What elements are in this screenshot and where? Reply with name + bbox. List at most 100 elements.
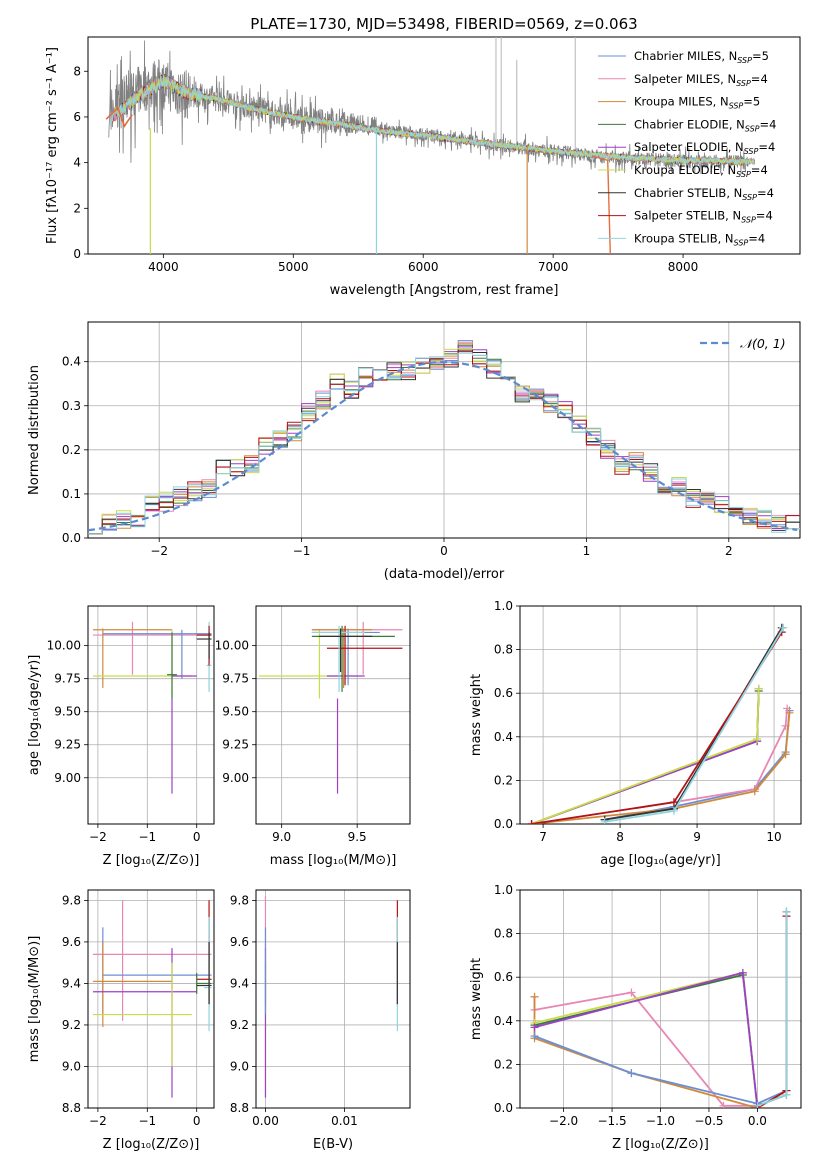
legend-nssp-sub: SSP — [736, 79, 751, 88]
y-tick-label: 0.4 — [494, 730, 513, 744]
panel-weight_vs_age: 7 8 9 10 0.0 0.2 0.4 0.6 0.8 1.0 age [log₁₀(age/yr… — [469, 599, 802, 868]
y-tick-label: 8.8 — [62, 1101, 81, 1115]
y-tick-label: 4 — [73, 156, 81, 170]
plot-area — [264, 896, 398, 1098]
weight-point — [782, 1090, 791, 1099]
legend-label: Salpeter ELODIE, NSSP=4 — [634, 140, 775, 156]
weight-point — [669, 806, 678, 815]
plot-area — [527, 623, 794, 824]
weight-point — [530, 992, 539, 1001]
residual-histogram — [88, 348, 800, 535]
x-tick-label: 9.5 — [348, 830, 367, 844]
y-tick-label: 1.0 — [494, 883, 513, 897]
y-tick-label: 9.4 — [230, 976, 249, 990]
legend-nssp-value: 4 — [758, 231, 765, 245]
legend-series-name: Salpeter ELODIE — [634, 140, 728, 154]
y-tick-label: 0.8 — [494, 643, 513, 657]
weight-point — [783, 704, 792, 713]
weight-point — [600, 817, 609, 824]
legend-series-name: Chabrier MILES — [634, 49, 721, 63]
legend-series-name: Chabrier ELODIE — [634, 117, 729, 131]
legend-nssp-value: 4 — [760, 163, 767, 177]
legend-nssp-eq: = — [751, 163, 761, 177]
x-tick-label: −1.0 — [646, 1114, 675, 1128]
legend-nssp-prefix: , N — [720, 72, 736, 86]
x-axis-label: Z [log₁₀(Z/Z⊙)] — [103, 853, 200, 868]
y-axis-label: mass [log₁₀(M/M⊙)] — [27, 936, 42, 1063]
weight-point — [781, 750, 790, 759]
legend-nssp-value: 5 — [762, 49, 769, 63]
legend-nssp-prefix: , N — [718, 231, 734, 245]
x-tick-label: 0.0 — [748, 1114, 767, 1128]
weight-point — [627, 1069, 636, 1078]
y-tick-label: 9.6 — [62, 935, 81, 949]
axes-frame — [87, 605, 215, 825]
x-tick-label: −2 — [89, 1114, 107, 1128]
y-tick-label: 9.50 — [222, 705, 249, 719]
x-tick-label: −2.0 — [549, 1114, 578, 1128]
x-axis-label: mass [log₁₀(M/M⊙)] — [270, 853, 397, 868]
legend-nssp-eq: = — [752, 49, 762, 63]
panel-spectrum: 4000 5000 6000 7000 8000 0 2 4 6 8 wavelength [Ang… — [45, 36, 801, 298]
weight-line — [531, 688, 760, 824]
x-axis-label: E(B-V) — [313, 1137, 353, 1152]
weight-line — [534, 971, 759, 1108]
weight-point — [738, 968, 747, 977]
x-tick-label: 9.0 — [272, 830, 291, 844]
axes-frame — [255, 605, 411, 825]
x-tick-label: 6000 — [408, 260, 439, 274]
y-tick-label: 0.6 — [494, 970, 513, 984]
weight-line — [534, 971, 759, 1108]
x-tick-label: −0.5 — [694, 1114, 723, 1128]
y-tick-label: 9.00 — [54, 771, 81, 785]
weight-line — [531, 690, 760, 824]
weight-line — [757, 911, 788, 1107]
y-tick-label: 0.8 — [494, 927, 513, 941]
x-tick-label: 0 — [193, 830, 201, 844]
y-tick-label: 8 — [73, 64, 81, 78]
legend-nssp-value: 4 — [767, 186, 774, 200]
weight-line — [604, 627, 785, 823]
x-tick-label: 7 — [539, 830, 547, 844]
y-tick-label: 2 — [73, 201, 81, 215]
panel-weight_vs_Z: −2.0 −1.5 −1.0 −0.5 0.0 0.0 0.2 0.4 0.6 0.8 1.0 Z [… — [469, 883, 802, 1152]
x-tick-label: 8 — [616, 830, 624, 844]
y-axis-label: mass weight — [469, 958, 484, 1040]
y-tick-label: 0.2 — [494, 773, 513, 787]
model-spectrum — [110, 75, 755, 166]
panel-residuals: −2 −1 0 1 2 0.0 0.1 0.2 0.3 0.4 (data-model)/error… — [27, 321, 801, 582]
axes-frame — [87, 321, 801, 539]
weight-line — [534, 1035, 787, 1105]
legend-nssp-value: 4 — [765, 209, 772, 223]
legend-nssp-value: 4 — [760, 72, 767, 86]
weight-point — [779, 623, 788, 632]
panel-age_vs_Z: −2 −1 0 9.00 9.25 9.50 9.75 10.00 Z [log₁₀(Z/Z⊙)… — [27, 605, 215, 868]
plot-area — [92, 621, 212, 794]
weight-point — [754, 684, 763, 693]
y-tick-label: 0 — [73, 247, 81, 261]
legend-label: Chabrier ELODIE, NSSP=4 — [634, 117, 776, 133]
legend-nssp-sub: SSP — [737, 56, 752, 65]
y-tick-label: 0.1 — [62, 487, 81, 501]
weight-point — [627, 988, 636, 997]
x-tick-label: 0 — [440, 544, 448, 558]
x-axis-label: wavelength [Angstrom, rest frame] — [330, 283, 559, 298]
y-tick-label: 9.50 — [54, 705, 81, 719]
legend-label: 𝒩(0, 1) — [740, 336, 786, 351]
y-tick-label: 9.0 — [230, 1059, 249, 1073]
plot-area — [105, 37, 755, 254]
legend-nssp-prefix: , N — [725, 209, 741, 223]
x-tick-label: −1 — [293, 544, 311, 558]
y-tick-label: 9.75 — [222, 672, 249, 686]
legend-nssp-eq: = — [751, 72, 761, 86]
legend-nssp-value: 5 — [753, 95, 760, 109]
weight-line — [531, 688, 760, 824]
x-axis-label: age [log₁₀(age/yr)] — [600, 853, 721, 868]
legend-nssp-eq: = — [757, 186, 767, 200]
weight-point — [527, 820, 536, 824]
x-tick-label: 5000 — [278, 260, 309, 274]
legend-nssp-prefix: , N — [713, 95, 729, 109]
axes-frame — [87, 889, 215, 1109]
legend-nssp-sub: SSP — [729, 102, 744, 111]
